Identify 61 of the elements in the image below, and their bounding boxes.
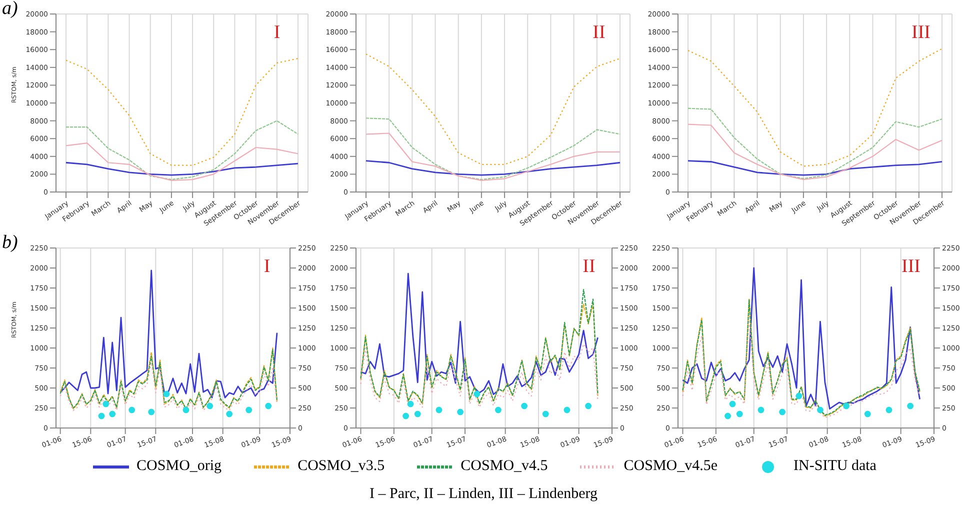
point (907, 402, 914, 410)
point (402, 412, 409, 420)
point (128, 406, 136, 414)
legend-label: COSMO_v3.5 (296, 458, 385, 475)
line-series (687, 48, 943, 167)
point (542, 410, 549, 418)
chart-title: III (910, 22, 932, 44)
chart-title: I (272, 22, 282, 44)
chart-title: I (262, 256, 272, 278)
point (521, 402, 528, 410)
line-series (365, 118, 621, 180)
line-series (65, 120, 299, 180)
point (758, 406, 764, 414)
point (817, 406, 824, 414)
point (474, 390, 480, 398)
point (206, 402, 214, 410)
point (98, 412, 105, 420)
point (109, 410, 116, 418)
line-series (360, 343, 598, 408)
point (246, 406, 252, 414)
legend-label: IN-SITU data (792, 458, 876, 475)
point (864, 410, 871, 418)
point (226, 410, 233, 418)
point (796, 392, 802, 400)
text: I – Parc, II – Linden, III – Lindenberg (368, 486, 598, 503)
text: a) (2, 0, 18, 20)
point (414, 410, 421, 418)
point (729, 400, 736, 408)
point (407, 400, 414, 408)
legend-label: COSMO_v4.5 (460, 458, 548, 475)
point (163, 390, 170, 398)
point (495, 406, 502, 414)
line-series (365, 160, 621, 176)
line-series (65, 142, 299, 181)
line-series (687, 124, 943, 180)
point (182, 406, 190, 414)
point (886, 406, 892, 414)
point (457, 408, 464, 416)
chart-title: III (900, 256, 922, 278)
line-series (687, 160, 943, 176)
chart-title: II (592, 22, 606, 44)
line-series (65, 162, 299, 176)
point (843, 402, 850, 410)
point (436, 406, 442, 414)
legend-label: COSMO_v4.5e (622, 458, 718, 475)
point (779, 408, 786, 416)
chart-title: II (582, 256, 596, 278)
legend-label: COSMO_orig (136, 458, 222, 475)
line-series (682, 319, 920, 418)
point (564, 406, 570, 414)
point (102, 400, 110, 408)
point (148, 408, 155, 416)
line-series (365, 132, 621, 181)
line-series (365, 54, 621, 165)
line-series (65, 58, 299, 166)
point (736, 410, 743, 418)
text: b) (2, 232, 18, 254)
point (585, 402, 592, 410)
point (724, 412, 731, 420)
line-series (687, 108, 943, 180)
point (265, 402, 272, 410)
